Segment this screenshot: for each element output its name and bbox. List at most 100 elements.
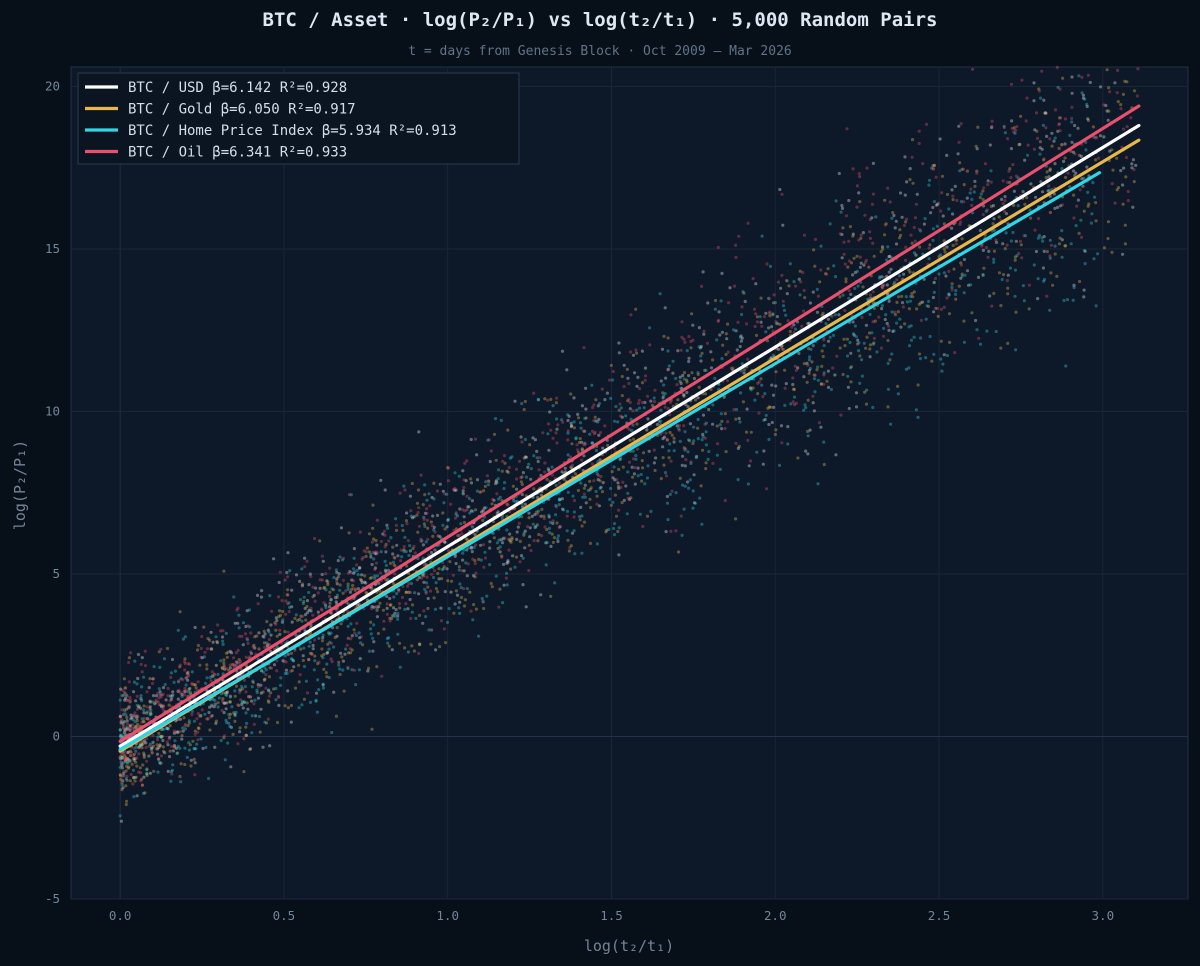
scatter-point bbox=[237, 613, 241, 617]
scatter-point bbox=[210, 647, 214, 651]
scatter-point bbox=[471, 557, 475, 561]
scatter-point bbox=[868, 355, 872, 359]
scatter-point bbox=[1059, 116, 1063, 120]
scatter-point bbox=[168, 699, 172, 703]
scatter-point bbox=[270, 666, 274, 670]
scatter-point bbox=[181, 678, 185, 682]
scatter-point bbox=[410, 516, 415, 520]
scatter-point bbox=[388, 561, 393, 566]
scatter-point bbox=[661, 391, 665, 395]
scatter-point bbox=[142, 675, 146, 679]
scatter-point bbox=[990, 124, 994, 128]
scatter-point bbox=[283, 630, 287, 634]
scatter-point bbox=[595, 542, 600, 546]
scatter-point bbox=[746, 221, 750, 225]
scatter-point bbox=[311, 585, 315, 589]
scatter-point bbox=[128, 753, 133, 758]
scatter-point bbox=[813, 264, 817, 268]
scatter-point bbox=[975, 147, 979, 151]
scatter-point bbox=[358, 566, 362, 570]
scatter-point bbox=[484, 506, 488, 510]
scatter-point bbox=[1086, 204, 1090, 208]
scatter-point bbox=[1042, 158, 1046, 162]
scatter-point bbox=[621, 465, 625, 469]
scatter-point bbox=[126, 706, 130, 710]
scatter-point bbox=[449, 502, 453, 506]
scatter-point bbox=[1042, 235, 1046, 239]
scatter-point bbox=[1052, 139, 1056, 143]
scatter-point bbox=[268, 643, 272, 647]
scatter-point bbox=[126, 761, 130, 765]
scatter-point bbox=[792, 323, 796, 327]
scatter-point bbox=[1094, 219, 1098, 223]
scatter-point bbox=[742, 291, 746, 295]
plot-area bbox=[70, 66, 1189, 900]
scatter-point bbox=[900, 215, 904, 219]
scatter-point bbox=[433, 548, 437, 552]
scatter-point bbox=[173, 669, 177, 673]
scatter-point bbox=[469, 509, 474, 513]
x-tick-label: 2.5 bbox=[928, 908, 951, 923]
scatter-point bbox=[679, 348, 683, 352]
scatter-point bbox=[609, 486, 613, 491]
scatter-point bbox=[394, 608, 398, 612]
scatter-point bbox=[267, 675, 271, 679]
scatter-point bbox=[443, 590, 447, 594]
scatter-point bbox=[367, 649, 371, 653]
scatter-point bbox=[864, 402, 869, 406]
scatter-point bbox=[853, 270, 858, 275]
scatter-point bbox=[482, 507, 486, 512]
scatter-point bbox=[631, 437, 636, 441]
scatter-point bbox=[167, 755, 172, 759]
scatter-point bbox=[140, 783, 145, 787]
scatter-point bbox=[159, 754, 164, 758]
scatter-point bbox=[119, 735, 123, 739]
scatter-point bbox=[354, 633, 358, 638]
scatter-point bbox=[715, 453, 720, 457]
scatter-point bbox=[531, 436, 535, 440]
scatter-point bbox=[425, 507, 429, 511]
scatter-point bbox=[607, 378, 612, 382]
scatter-point bbox=[666, 518, 670, 522]
scatter-point bbox=[332, 576, 336, 580]
scatter-point bbox=[555, 427, 559, 431]
scatter-point bbox=[620, 394, 624, 398]
scatter-point bbox=[582, 454, 586, 458]
scatter-point bbox=[962, 319, 966, 323]
scatter-point bbox=[767, 437, 771, 442]
scatter-point bbox=[865, 335, 869, 339]
scatter-point bbox=[506, 470, 510, 474]
scatter-point bbox=[536, 539, 540, 543]
scatter-point bbox=[773, 301, 778, 305]
scatter-point bbox=[1027, 307, 1031, 311]
scatter-point bbox=[519, 476, 523, 480]
scatter-point bbox=[871, 320, 875, 324]
scatter-point bbox=[716, 318, 721, 322]
scatter-point bbox=[145, 711, 149, 715]
scatter-point bbox=[352, 556, 356, 560]
scatter-point bbox=[424, 581, 429, 585]
scatter-point bbox=[1106, 236, 1110, 241]
scatter-point bbox=[1126, 199, 1130, 203]
scatter-point bbox=[122, 726, 126, 730]
scatter-point bbox=[1033, 228, 1037, 232]
scatter-point bbox=[522, 531, 526, 535]
scatter-point bbox=[804, 449, 808, 453]
scatter-point bbox=[262, 635, 266, 639]
scatter-point bbox=[166, 769, 170, 774]
scatter-point bbox=[231, 732, 235, 737]
scatter-point bbox=[681, 373, 685, 378]
scatter-point bbox=[572, 529, 576, 533]
scatter-point bbox=[1092, 257, 1096, 261]
scatter-point bbox=[259, 683, 263, 687]
scatter-point bbox=[674, 491, 678, 495]
scatter-point bbox=[667, 364, 671, 368]
scatter-point bbox=[831, 333, 836, 337]
scatter-point bbox=[580, 524, 584, 528]
scatter-point bbox=[669, 459, 673, 463]
scatter-point bbox=[550, 532, 554, 536]
scatter-point bbox=[151, 740, 155, 745]
scatter-point bbox=[555, 396, 559, 400]
scatter-point bbox=[806, 363, 810, 367]
scatter-point bbox=[825, 379, 829, 383]
